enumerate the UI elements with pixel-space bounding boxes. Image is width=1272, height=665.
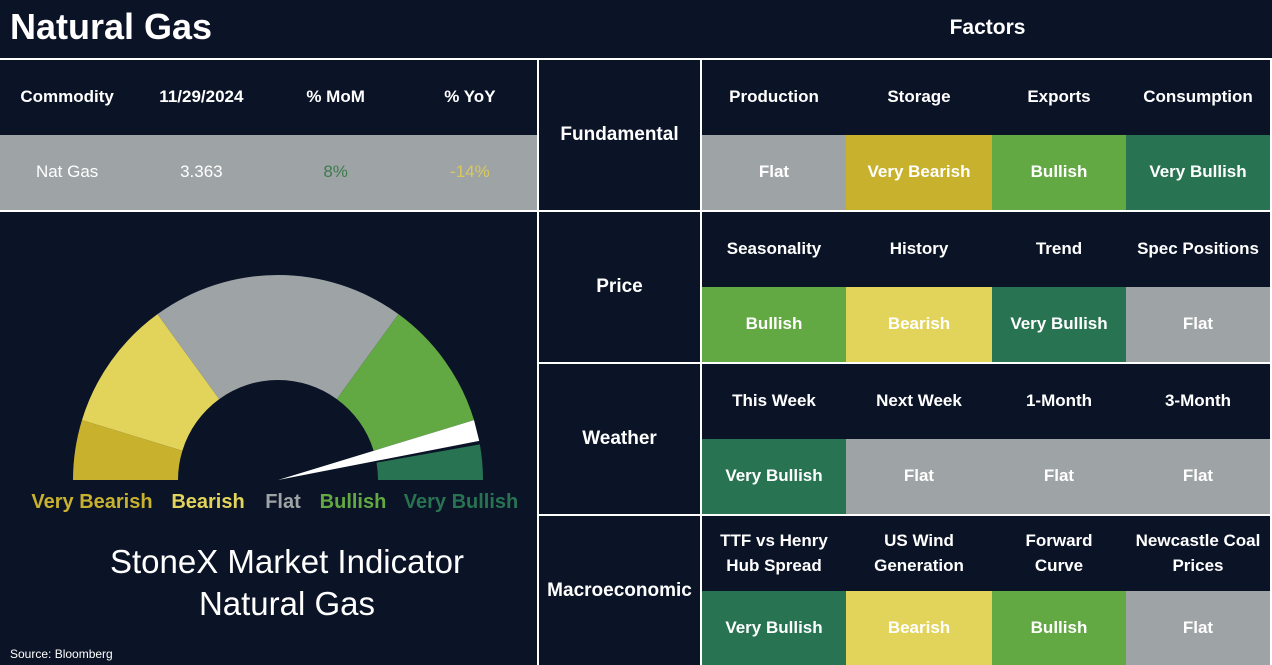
factor-name: Spec Positions: [1137, 239, 1259, 259]
factor-name: Exports: [1027, 87, 1091, 107]
factor-signal: Flat: [992, 439, 1126, 514]
factor-signal: Very Bullish: [702, 439, 846, 514]
factor-signal: Bearish: [846, 591, 992, 665]
gauge-panel: Very Bearish Bearish Flat Bullish Very Bulli…: [0, 212, 537, 665]
table-cell: Nat Gas: [35, 162, 99, 182]
factor-name: Newcastle Coal Prices: [1135, 530, 1261, 575]
factor-name: 1-Month: [1025, 391, 1093, 411]
factor-signal: Bullish: [702, 287, 846, 362]
group-label: Macroeconomic: [547, 579, 692, 601]
table-cell: -14%: [450, 162, 490, 182]
factor-signal: Flat: [1126, 591, 1270, 665]
header-bar: Natural Gas Factors: [0, 0, 1272, 58]
gauge-title: StoneX Market Indicator: [110, 543, 464, 580]
gauge-title: Natural Gas: [199, 585, 375, 622]
item-header-band: [702, 364, 1270, 439]
factor-signal: Very Bearish: [846, 135, 992, 210]
factors-title: Factors: [949, 16, 1026, 39]
table-cell: 8%: [323, 162, 348, 182]
factor-name: Storage: [887, 87, 951, 107]
factor-signal: Very Bullish: [702, 591, 846, 665]
factor-signal: Flat: [846, 439, 992, 514]
gauge-segment: [157, 275, 399, 400]
factor-name: Trend: [1035, 239, 1083, 259]
group-cell: [539, 516, 700, 665]
column-header: % MoM: [306, 87, 365, 107]
column-header: 11/29/2024: [159, 87, 244, 107]
item-header-band: [702, 60, 1270, 135]
factor-signal: Bullish: [992, 135, 1126, 210]
commodity-table: Commodity Nat Gas 11/29/2024 3.363 % MoM 8% % …: [0, 60, 537, 210]
gauge-label: Flat: [265, 491, 301, 513]
factor-signal: Flat: [702, 135, 846, 210]
table-row-band: [0, 135, 537, 210]
item-header-band: [702, 516, 1270, 591]
gauge-segment: [81, 314, 220, 451]
factor-name: Consumption: [1143, 87, 1253, 107]
factor-signal: Very Bullish: [992, 287, 1126, 362]
factor-name: Next Week: [876, 391, 962, 411]
factor-name: Forward Curve: [1025, 530, 1093, 575]
factor-name: This Week: [732, 391, 816, 411]
group-cell: [539, 212, 700, 362]
gauge-label: Very Bearish: [31, 491, 152, 513]
factor-name: TTF vs Henry Hub Spread: [720, 530, 828, 575]
column-header: Commodity: [20, 87, 114, 107]
gauge-label: Very Bullish: [404, 491, 519, 513]
group-cell: [539, 364, 700, 514]
factor-name: Seasonality: [726, 239, 822, 259]
group-label: Weather: [582, 428, 657, 450]
factor-name: Production: [729, 87, 819, 107]
table-cell: 3.363: [180, 162, 223, 182]
factor-name: US Wind Generation: [874, 530, 964, 575]
gauge-needle: [278, 420, 480, 480]
factor-signal: Bearish: [846, 287, 992, 362]
item-header-band: [702, 212, 1270, 287]
group-cell: [539, 60, 700, 210]
gauge-segment: [336, 314, 475, 451]
group-label: Fundamental: [560, 124, 679, 146]
factor-signal: Bullish: [992, 591, 1126, 665]
gauge-label: Bearish: [171, 491, 244, 513]
gauge-label: Bullish: [320, 491, 387, 513]
gauge-segment: [376, 444, 483, 480]
factor-signal: Flat: [1126, 439, 1270, 514]
factor-name: 3-Month: [1164, 391, 1232, 411]
gauge: Very Bearish Bearish Flat Bullish Very Bulli…: [10, 275, 519, 661]
factor-name: History: [889, 239, 949, 259]
factor-signal: Very Bullish: [1126, 135, 1270, 210]
factor-signal: Flat: [1126, 287, 1270, 362]
group-label: Price: [596, 276, 643, 298]
gauge-segment: [73, 420, 183, 480]
source-note: Source: Bloomberg: [10, 647, 113, 661]
column-header: % YoY: [444, 87, 496, 107]
page-title: Natural Gas: [10, 6, 213, 47]
